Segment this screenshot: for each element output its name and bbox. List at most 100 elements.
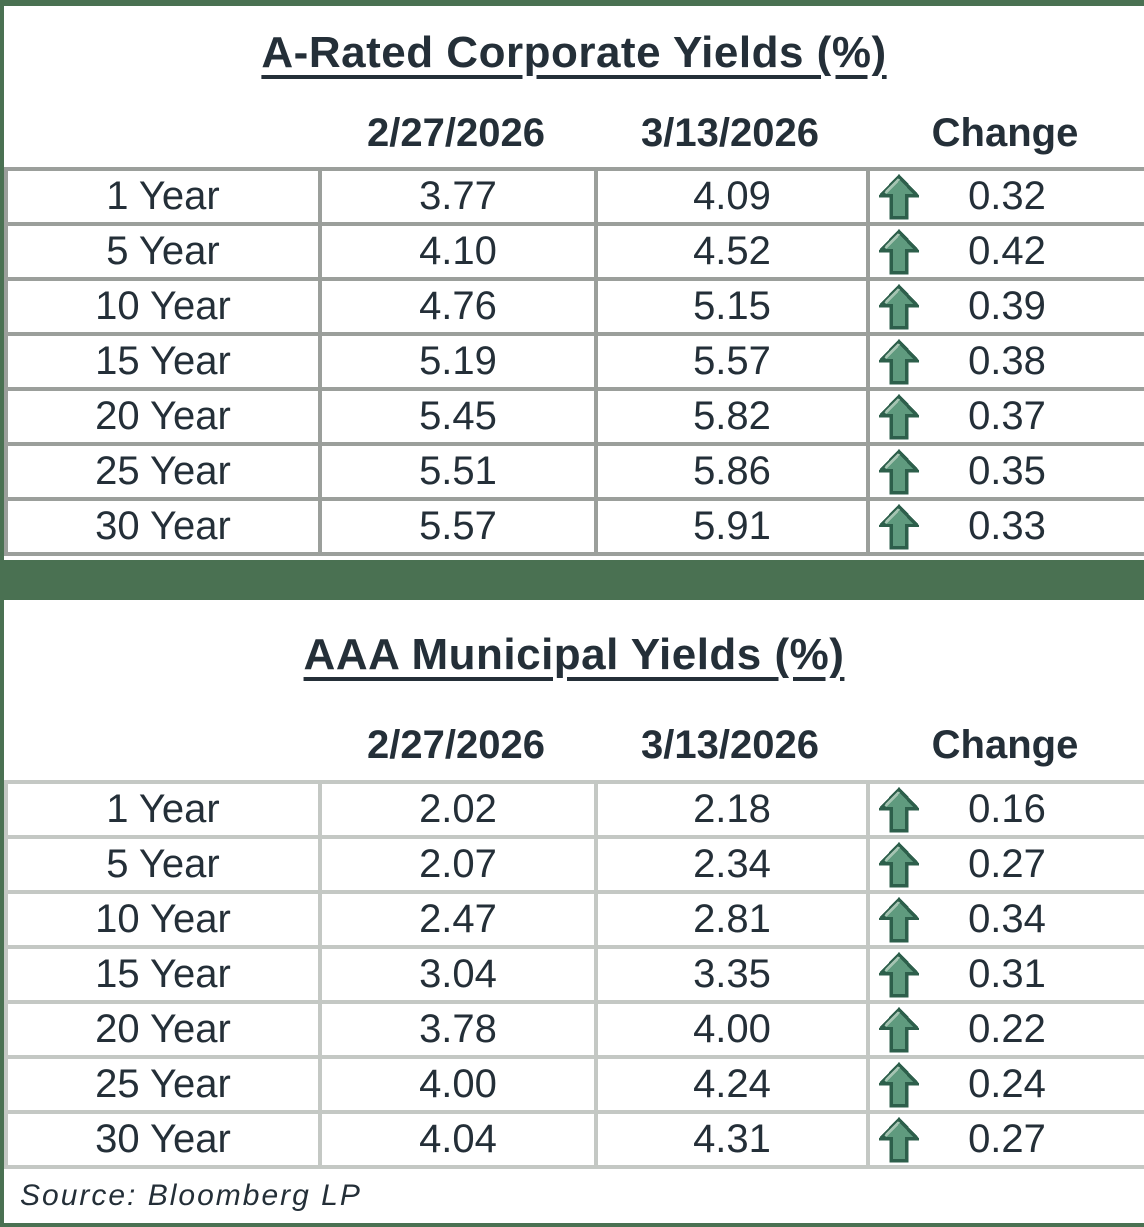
change-value: 0.37 [968,394,1046,438]
curr-date-yield-value: 3.35 [594,945,870,1004]
maturity-label: 10 Year [4,277,322,336]
corporate-col-header-change: Change [931,111,1079,155]
change-value: 0.16 [968,787,1046,831]
prev-date-yield-value: 2.07 [318,835,598,894]
table-row: 20 Year 3.78 4.00 0.22 [4,1000,1144,1059]
table-row: 30 Year 5.57 5.91 0.33 [4,497,1144,556]
corporate-table-title: A-Rated Corporate Yields (%) [261,28,887,77]
maturity-label: 25 Year [4,442,322,501]
curr-date-yield-value: 4.09 [594,167,870,226]
up-arrow-icon [879,1117,919,1162]
source-row: Source: Bloomberg LP [4,1169,1144,1223]
maturity-label: 20 Year [4,387,322,446]
prev-date-yield-value: 5.45 [318,387,598,446]
curr-date-yield-value: 2.81 [594,890,870,949]
change-value: 0.35 [968,449,1046,493]
maturity-label: 20 Year [4,1000,322,1059]
curr-date-yield-value: 2.34 [594,835,870,894]
table-row: 1 Year 2.02 2.18 0.16 [4,780,1144,839]
prev-date-yield-value: 3.77 [318,167,598,226]
up-arrow-icon [879,339,919,384]
up-arrow-icon [879,1007,919,1052]
corporate-col-header-curr-date: 3/13/2026 [641,111,819,155]
table-row: 10 Year 4.76 5.15 0.39 [4,277,1144,336]
municipal-column-headers: 2/27/2026 3/13/2026 Change [4,710,1144,780]
curr-date-yield-value: 4.00 [594,1000,870,1059]
corporate-yields-section: A-Rated Corporate Yields (%) 2/27/2026 3… [4,6,1144,556]
up-arrow-icon [879,394,919,439]
change-cell: 0.38 [866,332,1144,391]
change-value: 0.24 [968,1062,1046,1106]
prev-date-yield-value: 4.00 [318,1055,598,1114]
change-cell: 0.39 [866,277,1144,336]
table-row: 5 Year 4.10 4.52 0.42 [4,222,1144,281]
curr-date-yield-value: 5.82 [594,387,870,446]
change-cell: 0.32 [866,167,1144,226]
table-row: 20 Year 5.45 5.82 0.37 [4,387,1144,446]
up-arrow-icon [879,284,919,329]
corporate-yields-table: 1 Year 3.77 4.09 0.32 5 Year 4.10 4.52 0.42 10 Y… [4,167,1144,556]
change-cell: 0.34 [866,890,1144,949]
table-row: 15 Year 3.04 3.35 0.31 [4,945,1144,1004]
change-value: 0.34 [968,897,1046,941]
change-cell: 0.37 [866,387,1144,446]
table-row: 15 Year 5.19 5.57 0.38 [4,332,1144,391]
table-row: 10 Year 2.47 2.81 0.34 [4,890,1144,949]
up-arrow-icon [879,449,919,494]
green-divider-bar [4,560,1144,600]
curr-date-yield-value: 5.86 [594,442,870,501]
maturity-label: 15 Year [4,945,322,1004]
change-value: 0.22 [968,1007,1046,1051]
change-cell: 0.16 [866,780,1144,839]
table-row: 5 Year 2.07 2.34 0.27 [4,835,1144,894]
prev-date-yield-value: 2.47 [318,890,598,949]
curr-date-yield-value: 5.57 [594,332,870,391]
maturity-label: 30 Year [4,1110,322,1169]
prev-date-yield-value: 4.10 [318,222,598,281]
table-row: 1 Year 3.77 4.09 0.32 [4,167,1144,226]
prev-date-yield-value: 3.04 [318,945,598,1004]
up-arrow-icon [879,842,919,887]
change-value: 0.42 [968,229,1046,273]
municipal-yields-section: AAA Municipal Yields (%) 2/27/2026 3/13/… [4,600,1144,1169]
prev-date-yield-value: 3.78 [318,1000,598,1059]
prev-date-yield-value: 4.76 [318,277,598,336]
table-row: 25 Year 4.00 4.24 0.24 [4,1055,1144,1114]
curr-date-yield-value: 4.24 [594,1055,870,1114]
table-row: 30 Year 4.04 4.31 0.27 [4,1110,1144,1169]
change-cell: 0.42 [866,222,1144,281]
up-arrow-icon [879,1062,919,1107]
curr-date-yield-value: 4.52 [594,222,870,281]
change-cell: 0.33 [866,497,1144,556]
up-arrow-icon [879,952,919,997]
corporate-title-row: A-Rated Corporate Yields (%) [4,6,1144,100]
change-cell: 0.31 [866,945,1144,1004]
maturity-label: 1 Year [4,167,322,226]
corporate-column-headers: 2/27/2026 3/13/2026 Change [4,100,1144,167]
curr-date-yield-value: 2.18 [594,780,870,839]
change-cell: 0.24 [866,1055,1144,1114]
change-cell: 0.35 [866,442,1144,501]
municipal-col-header-change: Change [931,722,1079,767]
prev-date-yield-value: 5.57 [318,497,598,556]
maturity-label: 1 Year [4,780,322,839]
maturity-label: 5 Year [4,222,322,281]
change-value: 0.27 [968,1117,1046,1161]
change-value: 0.33 [968,504,1046,548]
maturity-label: 5 Year [4,835,322,894]
maturity-label: 25 Year [4,1055,322,1114]
municipal-yields-table: 1 Year 2.02 2.18 0.16 5 Year 2.07 2.34 0.27 10 Y… [4,780,1144,1169]
change-value: 0.38 [968,339,1046,383]
change-value: 0.32 [968,174,1046,218]
prev-date-yield-value: 4.04 [318,1110,598,1169]
curr-date-yield-value: 5.15 [594,277,870,336]
corporate-col-header-prev-date: 2/27/2026 [367,111,545,155]
change-value: 0.31 [968,952,1046,996]
table-row: 25 Year 5.51 5.86 0.35 [4,442,1144,501]
up-arrow-icon [879,229,919,274]
municipal-table-title: AAA Municipal Yields (%) [303,630,845,679]
up-arrow-icon [879,174,919,219]
curr-date-yield-value: 5.91 [594,497,870,556]
curr-date-yield-value: 4.31 [594,1110,870,1169]
